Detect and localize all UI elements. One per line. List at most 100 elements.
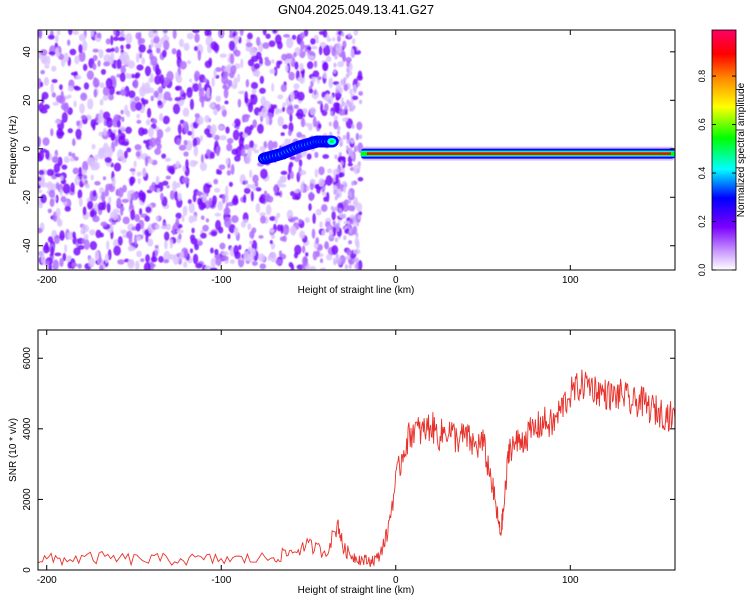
noise-blob — [313, 60, 318, 68]
noise-blob — [155, 215, 160, 221]
noise-blob — [317, 100, 323, 105]
noise-blob — [127, 190, 132, 202]
noise-blob — [182, 107, 190, 118]
noise-blob — [265, 115, 270, 126]
noise-blob — [356, 121, 363, 131]
noise-blob — [206, 87, 210, 99]
noise-blob — [285, 53, 293, 60]
noise-blob — [45, 260, 50, 266]
noise-blob — [336, 43, 340, 49]
noise-blob — [265, 204, 272, 216]
noise-blob — [116, 58, 122, 70]
noise-blob — [125, 126, 132, 134]
noise-blob — [338, 257, 342, 263]
noise-blob — [77, 263, 82, 269]
noise-blob — [256, 123, 264, 134]
noise-blob — [51, 156, 59, 163]
noise-blob — [192, 160, 199, 165]
noise-blob — [356, 168, 360, 174]
noise-blob — [250, 94, 255, 100]
colorbar-tick-label: 0.0 — [697, 264, 707, 277]
y-tick-label: 20 — [22, 94, 33, 106]
noise-blob — [307, 123, 313, 131]
noise-blob — [150, 95, 154, 102]
noise-blob — [113, 36, 119, 42]
noise-blob — [280, 84, 287, 93]
noise-blob — [250, 191, 254, 202]
noise-blob — [318, 178, 325, 187]
noise-blob — [252, 174, 259, 184]
noise-blob — [291, 228, 296, 236]
noise-blob — [38, 136, 41, 148]
noise-blob — [136, 250, 142, 258]
noise-blob — [116, 197, 122, 209]
colorbar-tick-label: 0.2 — [697, 215, 707, 228]
noise-blob — [349, 138, 355, 144]
noise-blob — [319, 258, 324, 264]
noise-blob — [280, 132, 285, 137]
noise-blob — [108, 93, 114, 101]
noise-blob — [90, 30, 95, 38]
noise-blob — [346, 248, 352, 256]
noise-blob — [163, 259, 170, 264]
noise-blob — [133, 79, 139, 89]
noise-blob — [82, 160, 89, 172]
noise-blob — [59, 257, 64, 267]
noise-blob — [136, 171, 142, 177]
noise-blob — [175, 217, 180, 227]
noise-blob — [124, 54, 128, 66]
spectrogram-frame — [37, 29, 676, 271]
noise-blob — [289, 161, 294, 168]
noise-blob — [87, 98, 94, 110]
noise-blob — [333, 260, 337, 266]
noise-blob — [290, 264, 295, 270]
noise-blob — [92, 54, 98, 62]
noise-blob — [355, 257, 359, 263]
noise-blob — [54, 119, 61, 125]
noise-blob — [306, 61, 314, 70]
noise-blob — [306, 153, 312, 160]
noise-blob — [138, 44, 146, 53]
noise-blob — [86, 157, 95, 166]
noise-blob — [357, 161, 361, 167]
noise-blob — [354, 236, 360, 247]
noise-blob — [47, 236, 54, 243]
noise-blob — [68, 151, 73, 157]
noise-blob — [200, 203, 207, 209]
noise-blob — [211, 76, 215, 88]
noise-blob — [51, 92, 57, 98]
noise-blob — [105, 183, 113, 190]
noise-blob — [89, 241, 98, 251]
noise-blob — [88, 257, 96, 268]
noise-blob — [194, 33, 200, 43]
noise-blob — [260, 115, 264, 123]
noise-blob — [299, 62, 304, 71]
noise-blob — [76, 120, 81, 127]
noise-blob — [238, 90, 246, 95]
noise-blob — [99, 264, 104, 270]
noise-blob — [61, 164, 68, 170]
noise-blob — [195, 43, 204, 55]
noise-blob — [268, 116, 273, 126]
noise-blob — [80, 114, 87, 120]
noise-blob — [215, 145, 220, 157]
noise-blob — [256, 36, 261, 47]
noise-blob — [162, 49, 167, 58]
noise-blob — [46, 181, 54, 191]
noise-blob — [102, 95, 109, 101]
noise-blob — [336, 168, 340, 173]
noise-blob — [240, 148, 246, 157]
noise-blob — [281, 106, 286, 112]
noise-blob — [42, 137, 50, 146]
noise-blob — [258, 253, 266, 262]
noise-blob — [201, 96, 205, 108]
noise-blob — [329, 131, 333, 137]
noise-blob — [286, 209, 294, 220]
noise-blob — [334, 223, 338, 228]
noise-blob — [55, 194, 59, 204]
noise-blob — [272, 30, 277, 34]
noise-blob — [172, 30, 177, 40]
noise-blob — [192, 253, 199, 265]
noise-blob — [293, 104, 299, 110]
